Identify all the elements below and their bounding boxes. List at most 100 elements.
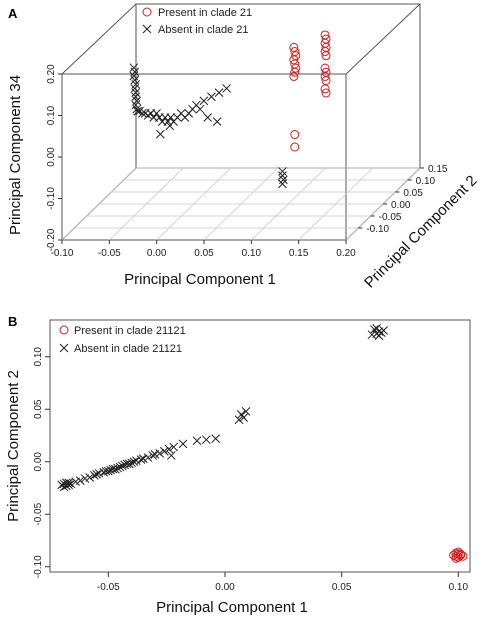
- point-absent-b: [241, 406, 251, 416]
- point-absent-a: [278, 167, 287, 176]
- z-tick-label: 0.00: [46, 147, 57, 167]
- legend-b-label-absent: Absent in clade 21121: [74, 343, 182, 355]
- point-absent-b: [166, 451, 176, 460]
- point-absent-b: [148, 451, 158, 460]
- point-absent-b: [92, 469, 102, 479]
- point-present-a: [320, 84, 330, 94]
- point-absent-b: [379, 326, 389, 335]
- legend-a-label-present: Present in clade 21: [158, 7, 252, 19]
- y-ticks-a: -0.10-0.050.000.050.100.15: [358, 164, 448, 235]
- point-absent-b: [64, 478, 74, 488]
- x-tick-label-a: -0.10: [51, 248, 74, 259]
- point-absent-b: [143, 453, 153, 462]
- x-tick-label-a: 0.20: [336, 248, 356, 259]
- x-axis-label-b: Principal Component 1: [156, 599, 308, 616]
- point-present-a: [290, 142, 300, 152]
- point-absent-a: [137, 108, 147, 118]
- point-absent-b: [85, 473, 95, 482]
- point-absent-b: [129, 457, 139, 467]
- z-ticks: -0.20 -0.10 0.00 0.10 0.20: [46, 64, 62, 251]
- x-tick-label-a: 0.10: [242, 248, 262, 259]
- legend-b-circle-marker: [59, 325, 69, 335]
- x-tick-label-a: -0.05: [98, 248, 121, 259]
- z-tick-label: -0.20: [46, 228, 57, 251]
- x-ticks-b: -0.05 0.00 0.05 0.10: [97, 572, 469, 593]
- panel-b-letter: B: [8, 314, 17, 329]
- point-present-a: [289, 55, 299, 65]
- legend-b: Present in clade 21121 Absent in clade 2…: [59, 325, 186, 355]
- point-present-b: [451, 553, 461, 563]
- point-absent-b: [169, 442, 179, 452]
- y-axis-label-b: Principal Component 2: [5, 370, 22, 522]
- panel-b: B -0.05 0.00 0.05 0.10 -0.10 -0.05 0.00 0.05 0.…: [5, 314, 471, 616]
- point-present-b: [449, 550, 459, 560]
- point-absent-a: [222, 84, 231, 93]
- point-present-a: [320, 71, 330, 81]
- z-tick-label: -0.10: [46, 187, 57, 210]
- x-tick-label-b: 0.10: [449, 582, 469, 593]
- panel-a-letter: A: [8, 6, 18, 21]
- point-absent-b: [155, 448, 165, 458]
- legend-a-label-absent: Absent in clade 21: [158, 24, 249, 36]
- point-absent-a: [166, 113, 176, 122]
- x-tick-label-b: -0.05: [97, 582, 120, 593]
- point-absent-b: [115, 462, 125, 472]
- point-absent-a: [131, 88, 141, 97]
- point-present-a: [289, 42, 299, 52]
- x-axis-label-a: Principal Component 1: [124, 271, 276, 288]
- point-present-a: [289, 71, 299, 81]
- point-absent-a: [165, 121, 175, 131]
- point-present-a: [290, 130, 300, 140]
- point-absent-b: [124, 459, 134, 469]
- panel-a: A -0.20-0.100.000.100.20 -0.10 -0.05 0.00 0…: [7, 3, 480, 291]
- y-tick-label-a: -0.10: [366, 224, 389, 235]
- point-absent-a: [278, 179, 287, 189]
- plot-frame-b: [49, 319, 471, 573]
- point-absent-a: [214, 88, 224, 97]
- point-absent-a: [199, 96, 209, 106]
- y-tick-label-b: -0.05: [33, 502, 44, 525]
- point-absent-a: [133, 106, 142, 116]
- points-b: [57, 324, 468, 563]
- point-absent-b: [372, 324, 382, 333]
- point-absent-b: [159, 446, 169, 456]
- point-absent-a: [152, 108, 161, 118]
- y-tick-label-a: -0.05: [379, 212, 402, 223]
- point-absent-a: [195, 104, 205, 114]
- y-tick-label-b: 0.10: [33, 347, 44, 367]
- point-absent-b: [201, 435, 211, 445]
- point-absent-b: [127, 458, 137, 468]
- point-present-b: [458, 551, 468, 561]
- x-ticks-a: -0.10 -0.05 0.00 0.05 0.10 0.15 0.20: [51, 240, 356, 259]
- x-tick-label-a: 0.15: [289, 248, 309, 259]
- point-absent-b: [178, 439, 188, 449]
- y-ticks-b: -0.10 -0.05 0.00 0.05 0.10: [33, 347, 50, 578]
- z-tick-label: 0.10: [46, 105, 57, 125]
- x-tick-label-a: 0.05: [194, 248, 214, 259]
- point-present-a: [321, 88, 331, 98]
- point-absent-b: [211, 434, 221, 444]
- point-present-a: [290, 67, 300, 77]
- x-tick-label-a: 0.00: [147, 248, 167, 259]
- point-absent-b: [110, 464, 120, 474]
- point-absent-b: [369, 325, 379, 334]
- points-a: [129, 30, 331, 189]
- y-tick-label-a: 0.05: [403, 188, 423, 199]
- legend-a: Present in clade 21 Absent in clade 21: [142, 7, 252, 36]
- y-tick-label-b: -0.10: [33, 555, 44, 578]
- point-absent-a: [212, 117, 222, 127]
- z-axis-label-a: Principal Component 34: [7, 75, 24, 235]
- point-absent-b: [66, 479, 76, 489]
- point-absent-a: [155, 129, 165, 139]
- y-tick-label-a: 0.15: [428, 164, 448, 175]
- point-absent-b: [164, 444, 174, 454]
- y-tick-label-a: 0.10: [416, 176, 436, 187]
- y-tick-label-b: 0.05: [33, 399, 44, 419]
- point-absent-b: [136, 455, 146, 465]
- point-absent-b: [75, 476, 85, 486]
- x-tick-label-b: 0.00: [215, 582, 235, 593]
- point-present-a: [321, 51, 331, 61]
- point-absent-b: [64, 480, 74, 490]
- box-edge-top-left: [61, 3, 137, 75]
